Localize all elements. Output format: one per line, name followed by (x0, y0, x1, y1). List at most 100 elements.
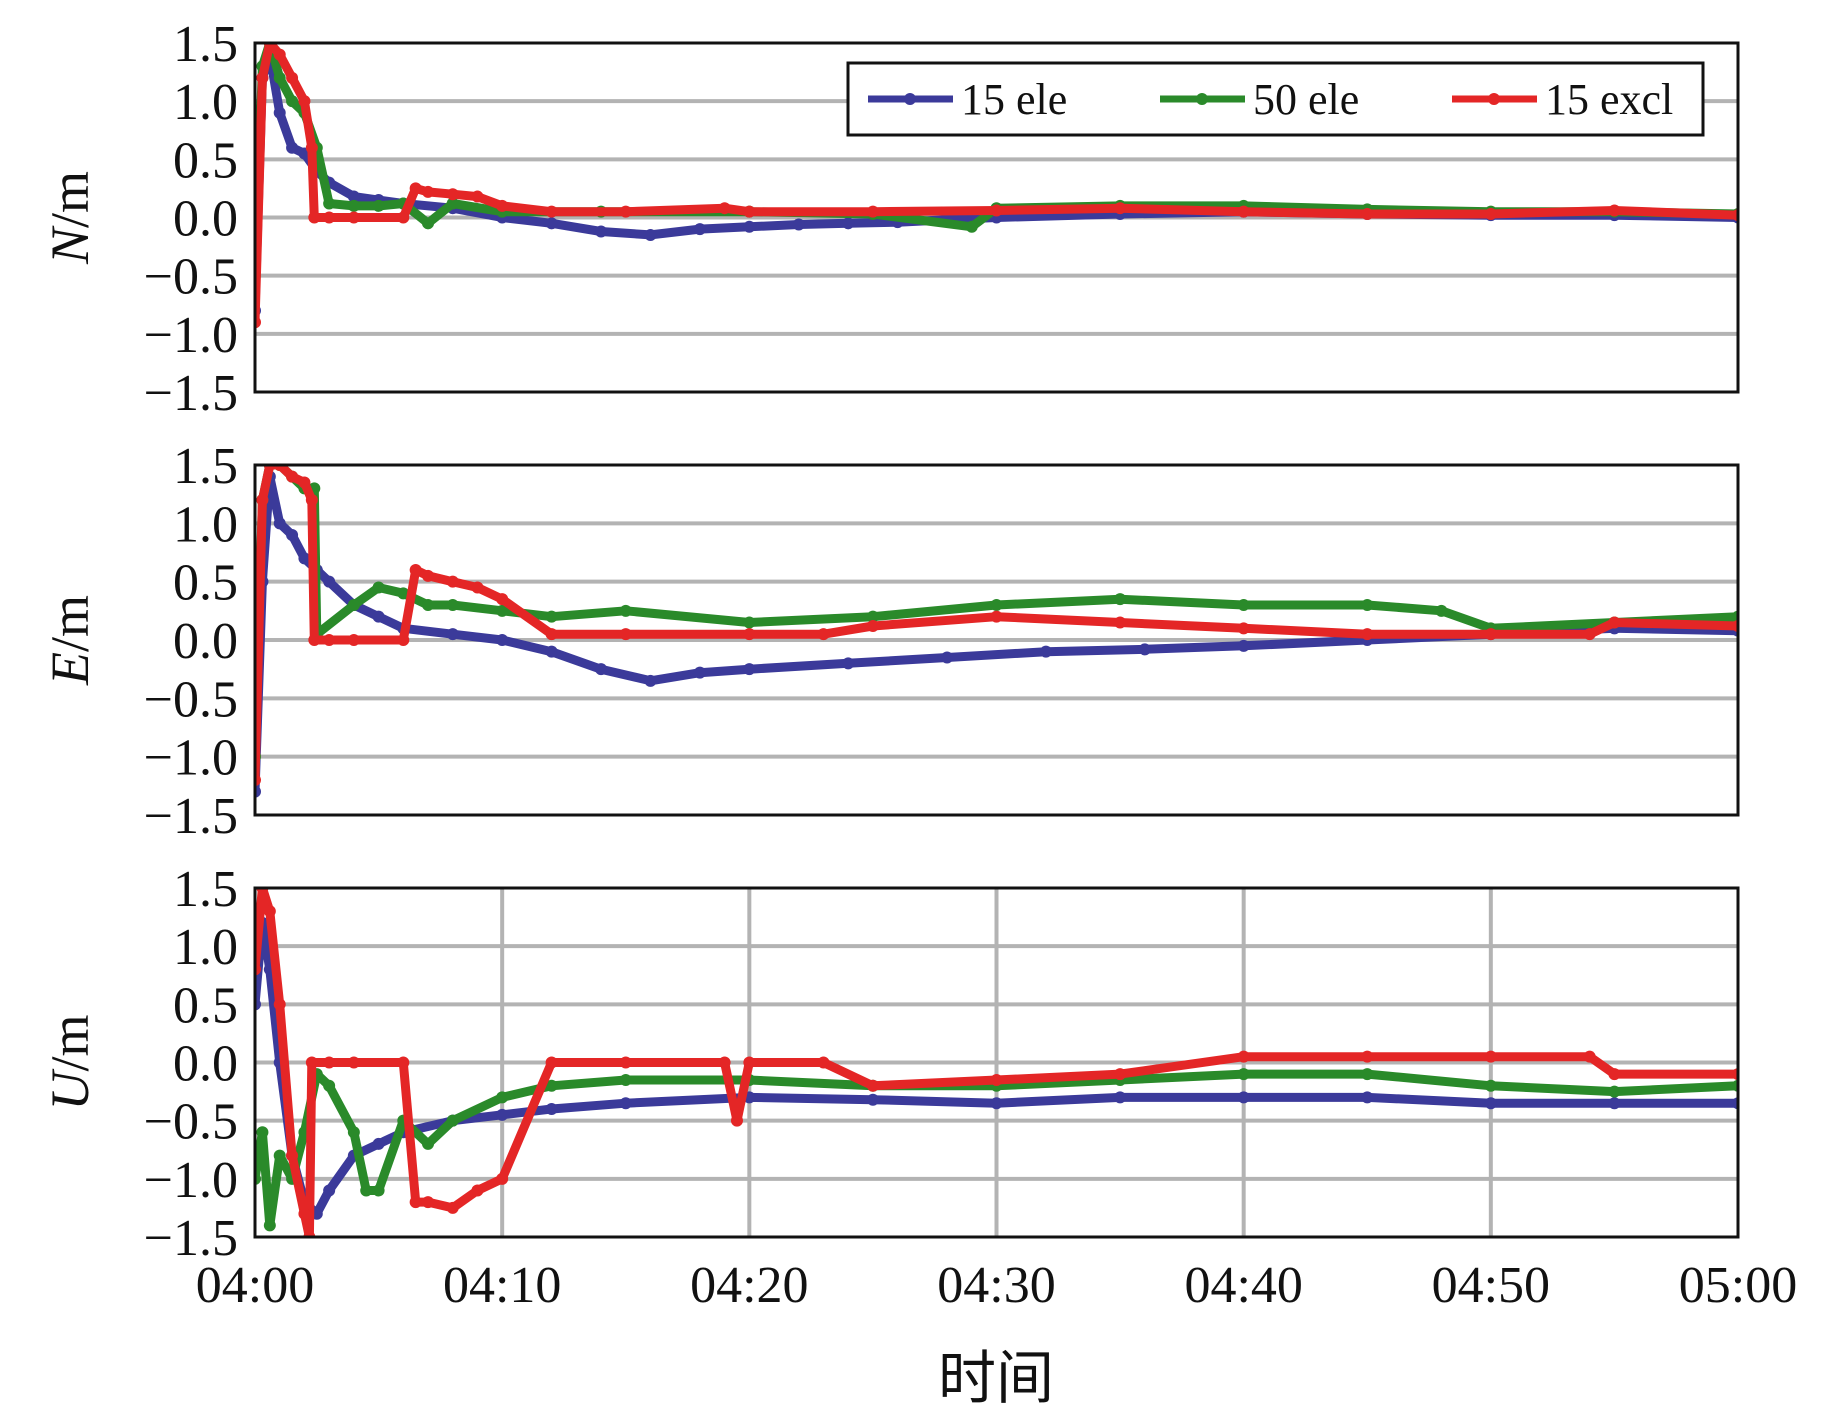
data-point-50-ele (866, 610, 879, 623)
data-point-50-ele (619, 1073, 632, 1086)
plot-frame (253, 886, 1740, 1239)
data-point-15-excl (1237, 205, 1250, 218)
y-tick-label: −1.0 (144, 730, 238, 787)
panel-3: 1.51.00.50.0−0.5−1.0−1.5 U/m (40, 861, 1740, 1267)
data-point-50-ele (273, 71, 286, 84)
data-point-50-ele (256, 1126, 269, 1139)
data-point-15-excl (273, 48, 286, 61)
data-point-50-ele (397, 587, 410, 600)
data-point-15-excl (1608, 616, 1621, 629)
data-point-15-excl (545, 205, 558, 218)
data-point-15-ele (545, 1103, 558, 1116)
data-point-15-excl (305, 494, 318, 506)
y-tick-label: 1.0 (173, 496, 238, 553)
data-point-15-ele (595, 225, 608, 238)
data-point-15-ele (619, 1097, 632, 1110)
x-tick-label: 04:40 (1184, 1257, 1302, 1314)
data-point-15-excl (323, 634, 336, 646)
y-tick-label: −1.5 (144, 1210, 238, 1267)
panel-2: 1.51.00.50.0−0.5−1.0−1.5 E/m (40, 438, 1740, 845)
data-point-15-excl (718, 1056, 731, 1069)
data-point-15-ele (1138, 643, 1151, 656)
data-point-15-ele (323, 575, 336, 588)
data-point-15-excl (990, 1073, 1003, 1086)
data-point-50-ele (743, 616, 756, 629)
data-point-15-excl (286, 1149, 299, 1162)
data-point-15-excl (1361, 1050, 1374, 1063)
data-point-50-ele (496, 604, 509, 617)
data-point-15-excl (718, 202, 731, 215)
data-point-50-ele (323, 197, 336, 210)
series-line-15-excl (255, 43, 1738, 327)
data-point-15-excl (256, 494, 269, 506)
data-point-15-excl (1484, 628, 1497, 641)
data-point-15-excl (347, 211, 360, 224)
data-point-15-excl (263, 905, 276, 918)
y-axis-label-unit: /m (40, 171, 100, 228)
y-tick-label: 1.5 (173, 861, 238, 918)
data-point-50-ele (1237, 1068, 1250, 1081)
data-point-15-ele (743, 220, 756, 233)
data-point-15-excl (1583, 628, 1596, 641)
data-point-50-ele (446, 599, 459, 611)
y-axis-label: N/m (40, 171, 100, 265)
data-point-15-ele (286, 141, 299, 154)
legend-marker-50-ele (1196, 93, 1208, 105)
data-point-50-ele (1114, 593, 1127, 606)
x-tick-label: 04:10 (443, 1257, 561, 1314)
data-point-15-ele (842, 217, 855, 230)
data-point-15-excl (496, 1172, 509, 1185)
data-point-50-ele (360, 1184, 373, 1197)
data-point-15-excl (422, 569, 435, 582)
data-point-15-excl (256, 71, 269, 84)
y-tick-label: −1.0 (144, 307, 238, 364)
x-axis-label: 时间 (938, 1346, 1054, 1411)
data-point-15-excl (866, 1079, 879, 1092)
data-point-15-excl (298, 1207, 311, 1220)
data-point-15-excl (347, 634, 360, 646)
data-point-15-excl (471, 1184, 484, 1197)
y-tick-label: 0.0 (173, 191, 238, 248)
data-point-50-ele (347, 1126, 360, 1139)
data-point-50-ele (273, 1149, 286, 1162)
data-point-50-ele (619, 604, 632, 617)
data-point-15-excl (545, 628, 558, 641)
data-point-15-excl (866, 620, 879, 632)
data-point-15-ele (644, 674, 657, 687)
data-point-50-ele (372, 581, 385, 594)
data-point-50-ele (422, 599, 435, 611)
y-tick-label: −1.0 (144, 1152, 238, 1209)
data-point-15-ele (1114, 1091, 1127, 1104)
y-tick-label: 0.5 (173, 555, 238, 612)
data-point-50-ele (965, 220, 978, 233)
y-axis-label-symbol: U (40, 1069, 100, 1111)
data-point-15-excl (1484, 208, 1497, 221)
legend-label-15-excl: 15 excl (1545, 75, 1673, 124)
data-point-15-excl (1361, 208, 1374, 221)
data-point-50-ele (372, 1184, 385, 1197)
legend-marker-15-excl (1488, 93, 1500, 105)
legend-marker-15-ele (904, 93, 916, 105)
data-point-50-ele (347, 199, 360, 212)
data-point-15-excl (409, 564, 422, 576)
data-point-15-excl (347, 1056, 360, 1069)
data-point-15-excl (422, 1196, 435, 1209)
data-point-50-ele (1237, 599, 1250, 611)
data-point-50-ele (1361, 1068, 1374, 1081)
y-axis-label-symbol: E (40, 652, 100, 686)
y-tick-label: 0.5 (173, 132, 238, 189)
data-point-15-ele (496, 634, 509, 646)
y-tick-label: 0.5 (173, 977, 238, 1034)
data-point-15-excl (286, 71, 299, 84)
data-point-15-excl (730, 1114, 743, 1127)
data-point-50-ele (323, 1079, 336, 1092)
y-axis-label: U/m (40, 1014, 100, 1110)
data-point-15-excl (619, 205, 632, 218)
panel-1: 1.51.00.50.0−0.5−1.0−1.5 N/m (40, 16, 1740, 422)
data-point-50-ele (372, 199, 385, 212)
data-point-15-ele (1039, 645, 1052, 658)
data-point-15-ele (842, 657, 855, 670)
data-point-15-excl (409, 182, 422, 195)
data-point-15-excl (1608, 1068, 1621, 1081)
